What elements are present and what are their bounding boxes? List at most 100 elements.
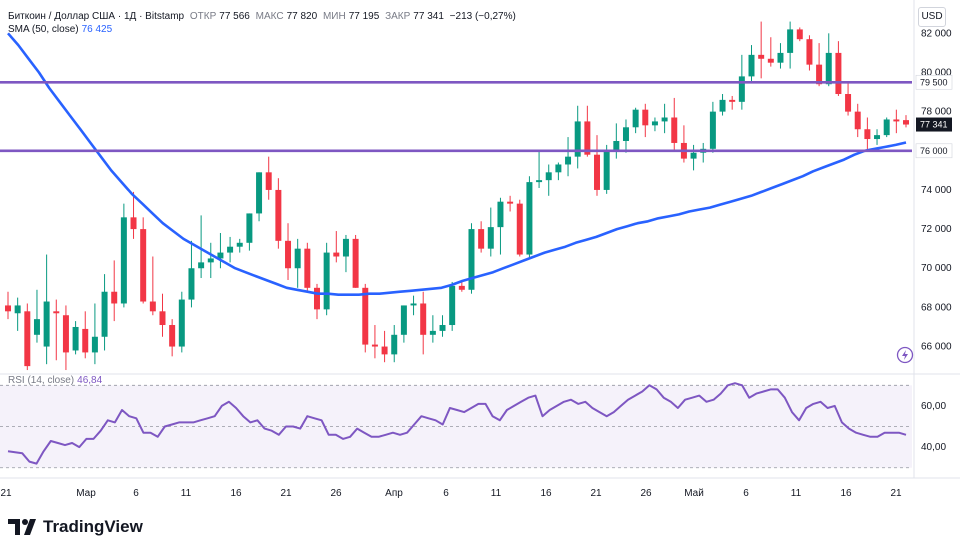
lightning-icon (896, 346, 914, 364)
candle-body (458, 285, 465, 290)
candle (72, 321, 79, 355)
candle-body (391, 334, 398, 355)
price-tick-label: 68 000 (921, 302, 952, 313)
candle (661, 103, 668, 134)
candle (24, 303, 31, 371)
time-tick-label: 6 (133, 488, 139, 499)
candle (33, 289, 40, 343)
candle-body (497, 201, 504, 228)
candle (835, 41, 842, 96)
candle-body (835, 52, 842, 95)
symbol-name[interactable]: Биткоин / Доллар США · 1Д · Bitstamp (8, 11, 185, 22)
candle (111, 260, 118, 322)
tradingview-logo[interactable]: TradingView (8, 517, 143, 537)
candle (149, 256, 156, 316)
candle (236, 238, 243, 253)
candle (5, 291, 11, 320)
candle (352, 234, 359, 288)
candle-body (651, 121, 658, 126)
candle-body (72, 326, 79, 351)
candle-body (207, 258, 214, 263)
symbol-legend: Биткоин / Доллар США · 1Д · Bitstamp ОТК… (8, 11, 519, 23)
candle-body (555, 164, 562, 173)
candle-body (594, 154, 601, 190)
candle-body (487, 227, 494, 249)
currency-button[interactable]: USD (918, 7, 946, 27)
candle-body (14, 305, 21, 314)
price-pane[interactable] (0, 21, 960, 375)
time-tick-label: 21 (890, 488, 902, 499)
rsi-tick-label: 40,00 (921, 442, 946, 453)
level-price-label: 76 000 (920, 146, 948, 156)
candle-body (256, 172, 263, 214)
tradingview-logo-icon (8, 519, 36, 535)
candle (275, 178, 282, 249)
candle (767, 37, 774, 67)
sma-legend[interactable]: SMA (50, close) 76 425 (8, 24, 115, 36)
candle (883, 117, 890, 138)
time-tick-label: 6 (743, 488, 749, 499)
level-price-tag (915, 74, 953, 90)
candle-body (400, 305, 407, 335)
candle (613, 123, 620, 159)
candle (642, 103, 649, 138)
candle (594, 135, 601, 196)
candle-body (429, 330, 436, 335)
sma-label: SMA (50, close) (8, 24, 79, 35)
candle-body (53, 311, 60, 314)
candle-body (217, 252, 224, 259)
level-price-label: 79 500 (920, 77, 948, 87)
price-tick-label: 82 000 (921, 28, 952, 39)
candle (429, 315, 436, 343)
price-axis[interactable]: 66 000 68 000 70 000 72 000 74 000 76 000 78 0… (913, 0, 953, 478)
candle-body (729, 99, 736, 102)
candle (400, 305, 407, 343)
candle-body (420, 303, 427, 335)
candle (82, 311, 89, 359)
rsi-pane[interactable] (0, 382, 912, 469)
time-tick-label: 16 (840, 488, 852, 499)
last-price-label: 77 341 (920, 120, 948, 130)
candle (62, 305, 69, 371)
rsi-line (7, 382, 907, 465)
candle (565, 137, 572, 177)
candle-body (767, 58, 774, 63)
candle (246, 213, 253, 251)
time-tick-label: 6 (443, 488, 449, 499)
candle (468, 223, 475, 294)
rsi-legend[interactable]: RSI (14, close) 46,84 (8, 375, 105, 387)
open-value: 77 566 (219, 11, 250, 22)
candle (903, 115, 909, 128)
candle (700, 142, 707, 163)
time-tick-label: 21 (590, 488, 602, 499)
candle-body (642, 109, 649, 126)
low-label: МИН (322, 11, 346, 22)
candle-body (159, 311, 166, 326)
high-label: МАКС (255, 11, 284, 22)
candle (323, 242, 330, 316)
price-tick-label: 78 000 (921, 107, 952, 118)
candle (256, 172, 263, 222)
price-tick-label: 72 000 (921, 224, 952, 235)
sma-50-line (7, 32, 907, 297)
candle-body (536, 180, 543, 183)
time-axis[interactable]: 21 Мар 6 11 16 21 26 Апр 6 11 16 21 26 Май 6 11 16 21 (0, 477, 960, 499)
candle-body (410, 303, 417, 306)
candle-body (449, 285, 456, 326)
candle-body (140, 229, 147, 302)
candle (854, 103, 861, 138)
candle (420, 291, 427, 355)
candle-body (362, 287, 369, 345)
candle-body (545, 172, 552, 181)
candle-body (709, 111, 716, 149)
candle (169, 319, 176, 357)
time-tick-label: 11 (491, 488, 502, 499)
candle-body (671, 117, 678, 143)
candle (487, 207, 494, 257)
candle (43, 254, 50, 365)
candle-body (236, 242, 243, 247)
candle (333, 231, 340, 263)
candle (729, 95, 736, 110)
candle-body (342, 238, 349, 257)
